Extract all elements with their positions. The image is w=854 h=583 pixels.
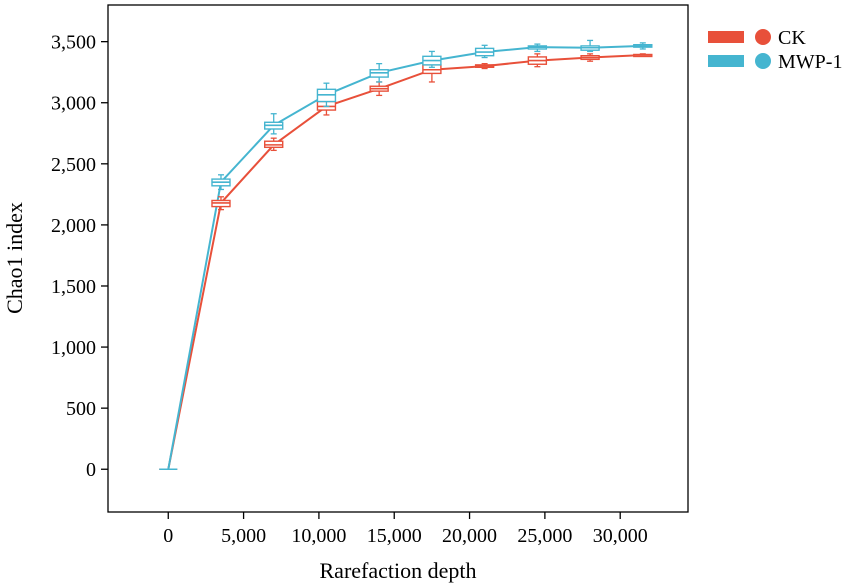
y-tick-label: 2,000 (51, 215, 96, 237)
y-tick-label: 3,500 (51, 32, 96, 54)
series-boxes-ck (159, 53, 653, 471)
y-tick-label: 2,500 (51, 154, 96, 176)
y-tick-label: 500 (66, 398, 96, 420)
plot-frame (107, 4, 689, 513)
legend-label-mwp1: MWP-1 (778, 51, 842, 73)
series-line-mwp1 (167, 44, 643, 470)
series-boxes-mwp1 (159, 39, 653, 471)
x-tick-label: 15,000 (367, 525, 422, 547)
x-tick-label: 30,000 (593, 525, 648, 547)
legend-swatch-mwp1-dot (755, 53, 771, 69)
x-tick-label: 10,000 (291, 525, 346, 547)
y-tick-label: 1,000 (51, 337, 96, 359)
y-tick-label: 0 (86, 459, 96, 481)
y-axis-label: Chao1 index (2, 202, 27, 314)
x-tick-label: 25,000 (517, 525, 572, 547)
y-tick-label: 3,000 (51, 93, 96, 115)
legend-swatch-ck-dot (755, 29, 771, 45)
legend-swatch-mwp1-bar (708, 55, 744, 67)
series-line-ck (167, 54, 643, 470)
x-tick-label: 5,000 (221, 525, 266, 547)
chart-axes: 0 500 1,000 1,500 2,000 2,500 3,000 3,500 0 5,000… (51, 32, 648, 547)
x-axis-label: Rarefaction depth (320, 558, 477, 583)
legend-swatch-ck-bar (708, 31, 744, 43)
legend-label-ck: CK (778, 27, 806, 49)
legend: CK MWP-1 (708, 27, 842, 73)
chart-marks (159, 39, 653, 471)
y-tick-label: 1,500 (51, 276, 96, 298)
x-tick-label: 0 (163, 525, 173, 547)
x-tick-label: 20,000 (442, 525, 497, 547)
